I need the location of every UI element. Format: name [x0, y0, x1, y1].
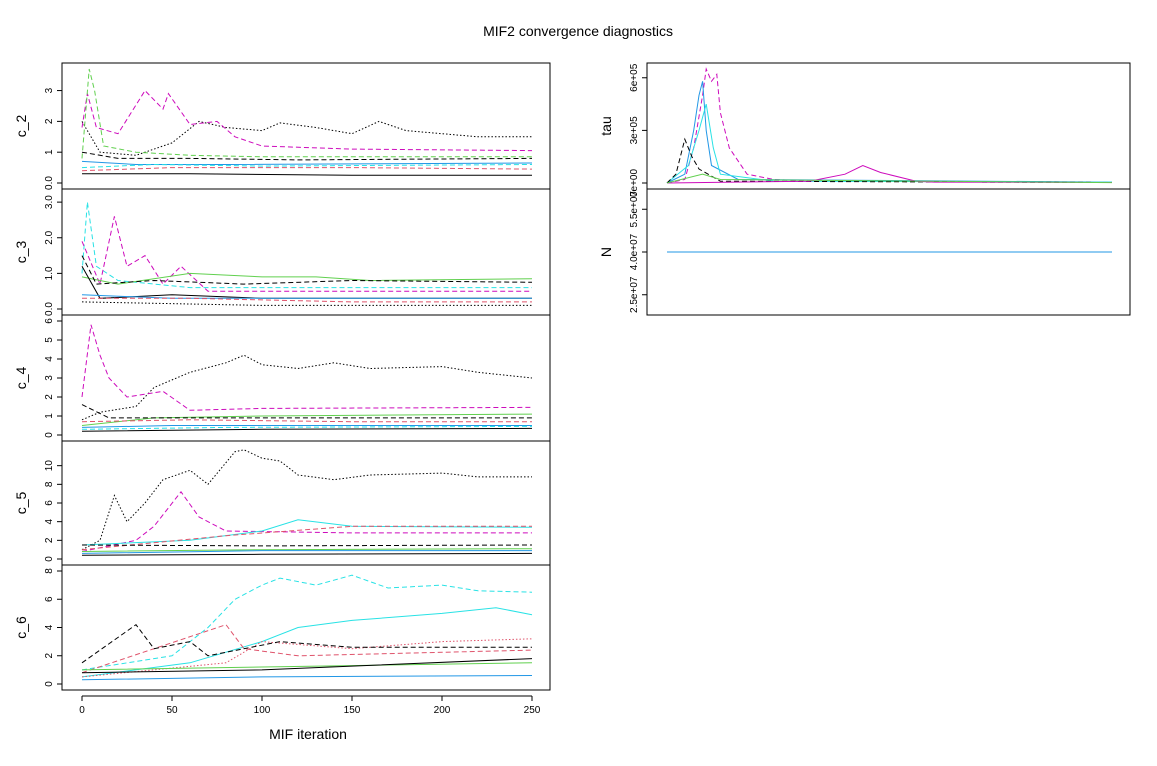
series-line-7: [82, 298, 532, 302]
series-line-5: [82, 420, 532, 422]
y-tick-label: 4: [44, 356, 55, 362]
series-line-3: [82, 414, 532, 425]
y-axis-label: c_6: [13, 616, 29, 639]
y-tick-label: 4: [44, 624, 55, 630]
y-tick-label: 3e+05: [629, 116, 640, 145]
x-tick-label: 100: [254, 705, 271, 716]
series-line-1: [82, 355, 532, 420]
y-tick-label: 4.0e+07: [629, 233, 640, 270]
chart-title: MIF2 convergence diagnostics: [483, 23, 673, 39]
y-axis-label: c_2: [13, 115, 29, 138]
y-axis-label: c_3: [13, 241, 29, 264]
series-line-3: [667, 104, 1112, 183]
panel-c-6: c_6 0 2 4 6 8 0 50 100 150 200 250: [13, 565, 550, 716]
series-line-2: [82, 216, 532, 291]
y-tick-label: 3: [44, 87, 55, 93]
y-tick-label: 8: [44, 568, 55, 574]
series-line-1: [82, 450, 532, 550]
series-line-8: [82, 174, 532, 176]
series-line-2: [667, 81, 1112, 183]
series-line-6: [82, 663, 532, 670]
y-axis-label: c_4: [13, 367, 29, 390]
x-tick-label: 200: [434, 705, 451, 716]
y-tick-label: 4: [44, 518, 55, 524]
series-line-1: [82, 575, 532, 670]
series-line-8: [82, 676, 532, 680]
panel-c-4: c_4 0 1 2 3 4 5 6: [13, 315, 550, 441]
y-tick-label: 5: [44, 337, 55, 343]
series-line-7: [82, 168, 532, 171]
series-line-5: [82, 625, 532, 663]
y-tick-label: 6: [44, 500, 55, 506]
series-line-1: [667, 69, 1112, 183]
panels-group: c_2 0.0 1 2 3 c_3 0.0 1.0 2.0 3.0 c_4 0 1 2 3 4 5 6 c_5 0 2 4…: [13, 63, 1130, 716]
series-line-5: [82, 161, 532, 164]
y-tick-label: 2: [44, 537, 55, 543]
y-tick-label: 1: [44, 413, 55, 419]
panel-N: N 2.5e+07 4.0e+07 5.5e+07: [598, 189, 1130, 315]
series-line-8: [82, 302, 532, 306]
y-tick-label: 5.5e+07: [629, 191, 640, 228]
panel-c-5: c_5 0 2 4 6 8 10: [13, 441, 550, 565]
y-tick-label: 6: [44, 318, 55, 324]
x-tick-label: 0: [79, 705, 85, 716]
series-line-2: [82, 325, 532, 411]
y-tick-label: 3: [44, 375, 55, 381]
y-tick-label: 0.0: [44, 176, 55, 190]
series-line-4: [82, 625, 532, 673]
panel-frame: [62, 63, 550, 189]
y-tick-label: 10: [44, 460, 55, 472]
y-tick-label: 3.0: [44, 195, 55, 209]
y-axis-label: tau: [598, 116, 614, 135]
panel-c-2: c_2 0.0 1 2 3: [13, 63, 550, 190]
y-tick-label: 8: [44, 481, 55, 487]
y-tick-label: 1.0: [44, 266, 55, 280]
y-axis-label: c_5: [13, 492, 29, 515]
x-tick-label: 250: [524, 705, 541, 716]
y-tick-label: 0: [44, 681, 55, 687]
y-tick-label: 0.0: [44, 302, 55, 316]
y-tick-label: 2: [44, 653, 55, 659]
series-line-5: [82, 545, 532, 546]
y-tick-label: 2: [44, 118, 55, 124]
panel-frame: [62, 441, 550, 565]
y-tick-label: 2.5e+07: [629, 276, 640, 313]
x-axis-label: MIF iteration: [269, 726, 347, 742]
series-line-1: [82, 202, 532, 288]
series-line-4: [82, 152, 532, 160]
y-tick-label: 0: [44, 556, 55, 562]
series-line-3: [82, 69, 532, 158]
x-tick-label: 150: [344, 705, 361, 716]
series-line-2: [82, 91, 532, 151]
y-tick-label: 6e+05: [629, 63, 640, 92]
y-tick-label: 0: [44, 432, 55, 438]
y-tick-label: 2: [44, 394, 55, 400]
series-line-8: [82, 553, 532, 555]
x-tick-label: 50: [166, 705, 178, 716]
y-tick-label: 1: [44, 149, 55, 155]
y-tick-label: 2.0: [44, 230, 55, 244]
y-tick-label: 6: [44, 596, 55, 602]
series-line-6: [82, 295, 532, 299]
y-axis-label: N: [598, 247, 614, 257]
panel-c-3: c_3 0.0 1.0 2.0 3.0: [13, 189, 550, 316]
